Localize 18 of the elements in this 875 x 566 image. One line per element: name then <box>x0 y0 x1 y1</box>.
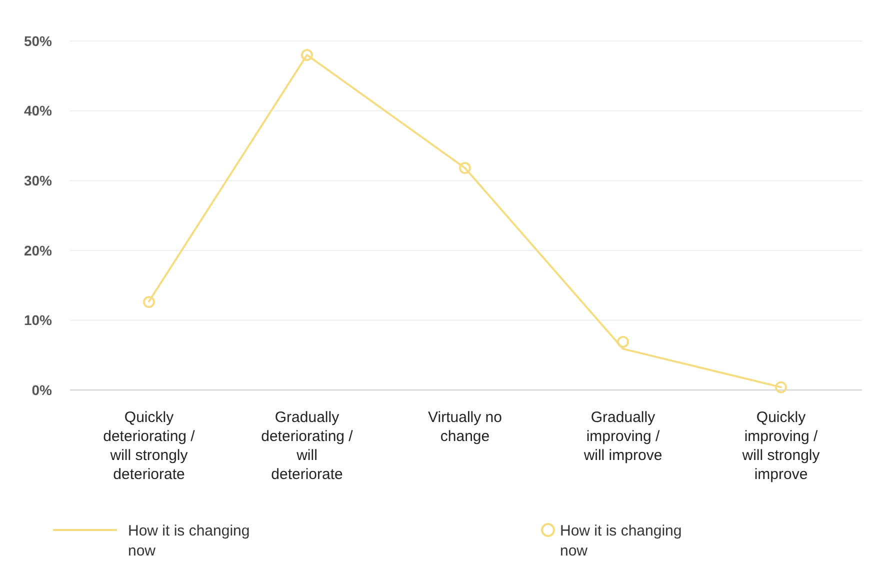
x-tick-label: Quickly improving / will strongly improve <box>741 409 820 483</box>
y-tick-label: 10% <box>24 312 53 328</box>
y-tick-label: 40% <box>24 102 53 119</box>
y-tick-label: 30% <box>24 172 53 188</box>
point <box>301 48 313 61</box>
x-tick-label: Virtually no change <box>428 409 502 445</box>
x-tick-label: Gradually deteriorating / will deteriorate <box>261 409 354 483</box>
legend-label: How it is changing now <box>128 522 250 560</box>
y-tick-label: 50% <box>24 32 53 49</box>
y-tick-label: 20% <box>24 242 53 258</box>
legend-label: How it is changing now <box>560 522 682 560</box>
x-tick-label: Gradually improving / will improve <box>582 409 662 464</box>
point <box>143 296 155 308</box>
point <box>459 162 471 174</box>
point <box>617 336 629 348</box>
point <box>775 381 787 394</box>
x-tick-label: Quickly deteriorating / will strongly deteriorate <box>103 409 196 483</box>
y-tick-label: 0% <box>32 382 53 398</box>
